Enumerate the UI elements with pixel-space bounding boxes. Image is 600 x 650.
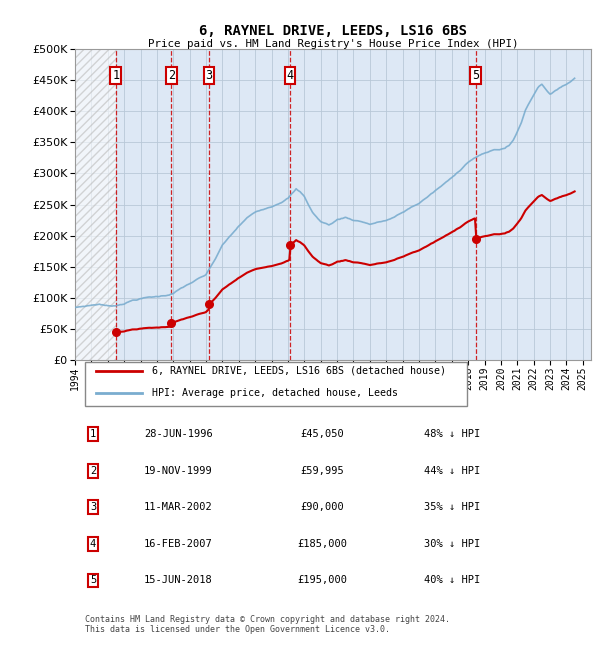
Text: 1: 1 <box>90 429 96 439</box>
Text: 5: 5 <box>472 69 479 82</box>
Text: 6, RAYNEL DRIVE, LEEDS, LS16 6BS: 6, RAYNEL DRIVE, LEEDS, LS16 6BS <box>199 24 467 38</box>
Text: 1: 1 <box>112 69 119 82</box>
Text: HPI: Average price, detached house, Leeds: HPI: Average price, detached house, Leed… <box>152 388 398 398</box>
Text: 16-FEB-2007: 16-FEB-2007 <box>144 539 212 549</box>
Text: £45,050: £45,050 <box>301 429 344 439</box>
Text: £195,000: £195,000 <box>298 575 347 586</box>
Text: Contains HM Land Registry data © Crown copyright and database right 2024.
This d: Contains HM Land Registry data © Crown c… <box>85 614 451 634</box>
Text: 3: 3 <box>206 69 213 82</box>
Text: £90,000: £90,000 <box>301 502 344 512</box>
Bar <box>75 49 116 361</box>
Text: 3: 3 <box>90 502 96 512</box>
FancyBboxPatch shape <box>166 67 176 84</box>
FancyBboxPatch shape <box>110 67 121 84</box>
Text: 44% ↓ HPI: 44% ↓ HPI <box>424 465 480 476</box>
Text: 4: 4 <box>286 69 293 82</box>
Text: £59,995: £59,995 <box>301 465 344 476</box>
FancyBboxPatch shape <box>85 362 467 406</box>
Text: 30% ↓ HPI: 30% ↓ HPI <box>424 539 480 549</box>
Text: 28-JUN-1996: 28-JUN-1996 <box>144 429 212 439</box>
FancyBboxPatch shape <box>204 67 214 84</box>
Text: 40% ↓ HPI: 40% ↓ HPI <box>424 575 480 586</box>
Text: 15-JUN-2018: 15-JUN-2018 <box>144 575 212 586</box>
Text: 19-NOV-1999: 19-NOV-1999 <box>144 465 212 476</box>
Text: £185,000: £185,000 <box>298 539 347 549</box>
Text: 48% ↓ HPI: 48% ↓ HPI <box>424 429 480 439</box>
Text: 4: 4 <box>90 539 96 549</box>
Text: 6, RAYNEL DRIVE, LEEDS, LS16 6BS (detached house): 6, RAYNEL DRIVE, LEEDS, LS16 6BS (detach… <box>152 366 446 376</box>
FancyBboxPatch shape <box>470 67 481 84</box>
Text: 2: 2 <box>90 465 96 476</box>
Text: 5: 5 <box>90 575 96 586</box>
Text: 35% ↓ HPI: 35% ↓ HPI <box>424 502 480 512</box>
FancyBboxPatch shape <box>285 67 295 84</box>
Text: Price paid vs. HM Land Registry's House Price Index (HPI): Price paid vs. HM Land Registry's House … <box>148 39 518 49</box>
Text: 2: 2 <box>168 69 175 82</box>
Text: 11-MAR-2002: 11-MAR-2002 <box>144 502 212 512</box>
